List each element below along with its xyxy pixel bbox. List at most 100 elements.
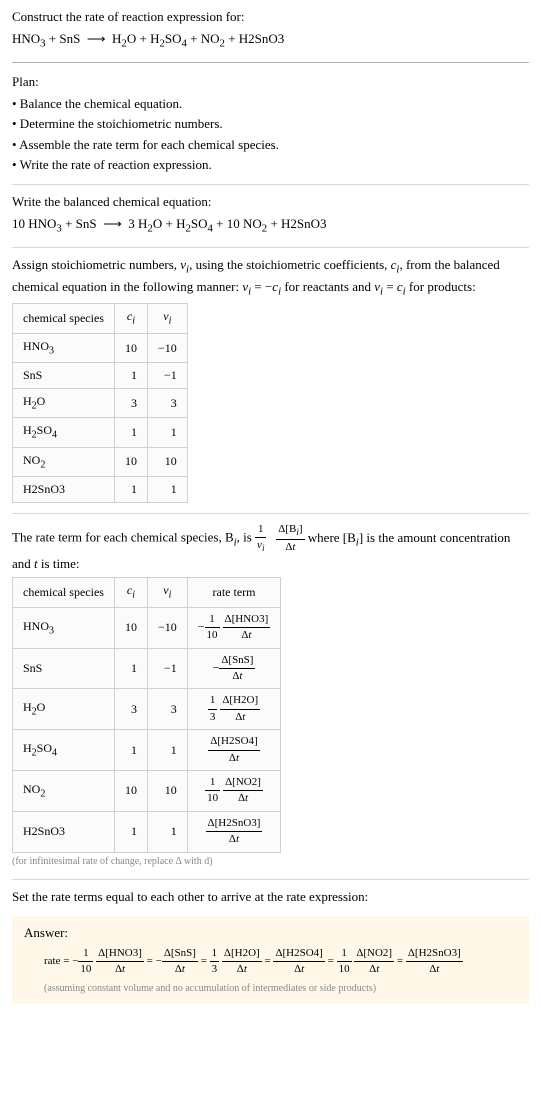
- cell-species: H2SO4: [13, 418, 115, 447]
- stoich-block: Assign stoichiometric numbers, νi, using…: [12, 256, 529, 503]
- table-row: H2O33: [13, 388, 188, 417]
- fraction: Δ[NO2]Δt: [223, 775, 263, 807]
- question-block: Construct the rate of reaction expressio…: [12, 8, 529, 52]
- cell-vi: 1: [147, 418, 187, 447]
- col-species: chemical species: [13, 578, 115, 607]
- frac-den: Δt: [276, 540, 304, 555]
- fraction: 13: [210, 946, 220, 978]
- rateterm-table: chemical species ci νi rate term HNO3 10 −…: [12, 577, 281, 852]
- divider: [12, 184, 529, 185]
- answer-expression: rate = −110 Δ[HNO3]Δt = −Δ[SnS]Δt = 13 Δ…: [24, 946, 517, 978]
- cell-ci: 3: [114, 689, 147, 730]
- cell-ci: 3: [114, 388, 147, 417]
- cell-ci: 10: [114, 447, 147, 476]
- fraction: Δ[SnS]Δt: [162, 946, 198, 978]
- answer-label: Answer:: [24, 924, 517, 942]
- table-row: HNO310−10: [13, 333, 188, 362]
- fraction: 110: [337, 946, 352, 978]
- frac-num: 1: [255, 522, 266, 538]
- table-row: H2SnO311: [13, 477, 188, 503]
- cell-vi: 3: [147, 689, 187, 730]
- cell-ci: 10: [114, 333, 147, 362]
- col-rate: rate term: [187, 578, 281, 607]
- rate-term: = Δ[H2SnO3]Δt: [397, 955, 463, 967]
- rateterm-intro: The rate term for each chemical species,…: [12, 522, 529, 574]
- rateterm-block: The rate term for each chemical species,…: [12, 522, 529, 869]
- frac-num: Δ[Bi]: [276, 522, 304, 540]
- intro-pre: The rate term for each chemical species,…: [12, 530, 234, 545]
- cell-species: H2SnO3: [13, 811, 115, 852]
- fraction: Δ[H2SnO3]Δt: [206, 816, 263, 848]
- cell-ci: 1: [114, 477, 147, 503]
- cell-species: H2O: [13, 689, 115, 730]
- plan-item: • Write the rate of reaction expression.: [12, 156, 529, 174]
- table-row: SnS1−1−Δ[SnS]Δt: [13, 648, 281, 689]
- cell-ci: 10: [114, 770, 147, 811]
- rate-term: = Δ[H2SO4]Δt: [264, 955, 324, 967]
- table-header-row: chemical species ci νi: [13, 304, 188, 333]
- fraction: Δ[H2SO4]Δt: [273, 946, 324, 978]
- col-vi: νi: [147, 304, 187, 333]
- cell-ci: 1: [114, 811, 147, 852]
- infinitesimal-note: (for infinitesimal rate of change, repla…: [12, 855, 529, 869]
- cell-species: H2O: [13, 388, 115, 417]
- col-vi: νi: [147, 578, 187, 607]
- cell-vi: 1: [147, 730, 187, 771]
- cell-vi: 1: [147, 477, 187, 503]
- fraction: Δ[H2O]Δt: [222, 946, 262, 978]
- col-species: chemical species: [13, 304, 115, 333]
- cell-vi: −1: [147, 363, 187, 389]
- plan-block: Plan: • Balance the chemical equation. •…: [12, 73, 529, 174]
- plan-item: • Determine the stoichiometric numbers.: [12, 115, 529, 133]
- fraction: Δ[HNO3]Δt: [96, 946, 144, 978]
- table-header-row: chemical species ci νi rate term: [13, 578, 281, 607]
- balanced-block: Write the balanced chemical equation: 10…: [12, 193, 529, 237]
- cell-species: H2SnO3: [13, 477, 115, 503]
- cell-rate: Δ[H2SO4]Δt: [187, 730, 281, 771]
- fraction: Δ[H2SO4]Δt: [208, 734, 259, 766]
- frac-dBi-dt: Δ[Bi] Δt: [276, 522, 304, 555]
- divider: [12, 513, 529, 514]
- divider: [12, 62, 529, 63]
- table-row: H2O3313 Δ[H2O]Δt: [13, 689, 281, 730]
- cell-species: NO2: [13, 447, 115, 476]
- cell-vi: −10: [147, 333, 187, 362]
- cell-rate: 13 Δ[H2O]Δt: [187, 689, 281, 730]
- balanced-equation: 10 HNO3 + SnS ⟶ 3 H2O + H2SO4 + 10 NO2 +…: [12, 215, 529, 237]
- cell-rate: Δ[H2SnO3]Δt: [187, 811, 281, 852]
- table-row: NO21010: [13, 447, 188, 476]
- fraction: 110: [205, 612, 220, 644]
- plan-item: • Balance the chemical equation.: [12, 95, 529, 113]
- answer-box: Answer: rate = −110 Δ[HNO3]Δt = −Δ[SnS]Δ…: [12, 916, 529, 1004]
- fraction: Δ[H2O]Δt: [220, 693, 260, 725]
- cell-rate: −Δ[SnS]Δt: [187, 648, 281, 689]
- col-ci: ci: [114, 578, 147, 607]
- col-ci: ci: [114, 304, 147, 333]
- stoich-intro: Assign stoichiometric numbers, νi, using…: [12, 256, 529, 300]
- fraction: Δ[SnS]Δt: [219, 653, 255, 685]
- fraction: 110: [205, 775, 220, 807]
- stoich-table: chemical species ci νi HNO310−10SnS1−1H2…: [12, 303, 188, 503]
- cell-ci: 1: [114, 418, 147, 447]
- cell-vi: −1: [147, 648, 187, 689]
- fraction: 110: [78, 946, 93, 978]
- final-intro: Set the rate terms equal to each other t…: [12, 888, 529, 906]
- frac-1-over-vi: 1 νi: [255, 522, 266, 555]
- unbalanced-equation: HNO3 + SnS ⟶ H2O + H2SO4 + NO2 + H2SnO3: [12, 30, 529, 52]
- cell-species: H2SO4: [13, 730, 115, 771]
- balanced-title: Write the balanced chemical equation:: [12, 193, 529, 211]
- cell-species: HNO3: [13, 607, 115, 648]
- frac-den: νi: [255, 538, 266, 555]
- cell-ci: 1: [114, 730, 147, 771]
- table-row: H2SO411: [13, 418, 188, 447]
- cell-rate: 110 Δ[NO2]Δt: [187, 770, 281, 811]
- plan-title: Plan:: [12, 73, 529, 91]
- table-row: H2SO411Δ[H2SO4]Δt: [13, 730, 281, 771]
- table-row: H2SnO311Δ[H2SnO3]Δt: [13, 811, 281, 852]
- divider: [12, 879, 529, 880]
- answer-note: (assuming constant volume and no accumul…: [44, 982, 517, 996]
- rate-term: = 13 Δ[H2O]Δt: [201, 955, 262, 967]
- rate-term: = −Δ[SnS]Δt: [147, 955, 198, 967]
- rate-eq-label: rate =: [44, 955, 72, 967]
- construct-label: Construct the rate of reaction expressio…: [12, 8, 529, 26]
